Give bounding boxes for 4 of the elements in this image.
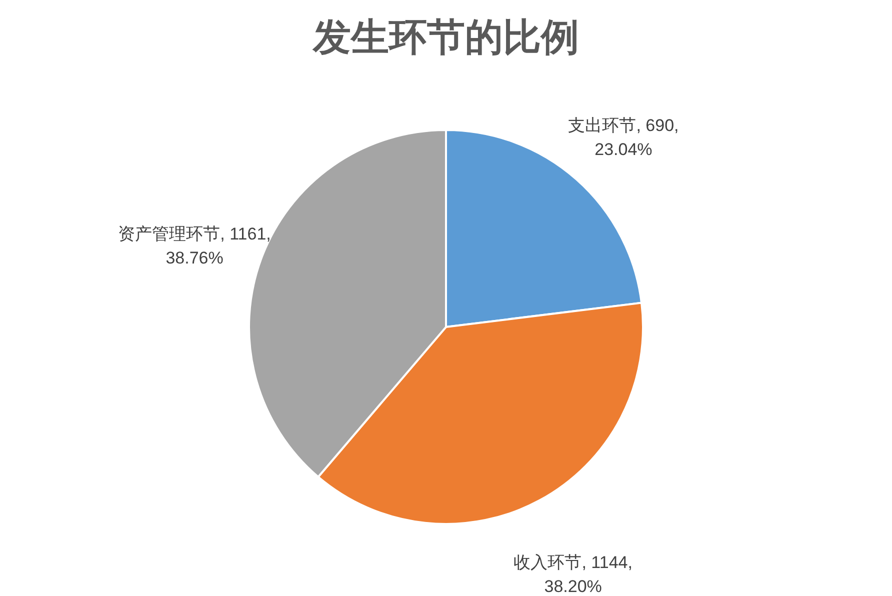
slice-label: 资产管理环节, 1161, 38.76% [118, 224, 271, 268]
chart-title: 发生环节的比例 [312, 17, 579, 59]
slice-label: 收入环节, 1144, 38.20% [514, 552, 632, 596]
slice-label: 支出环节, 690, 23.04% [568, 116, 679, 160]
